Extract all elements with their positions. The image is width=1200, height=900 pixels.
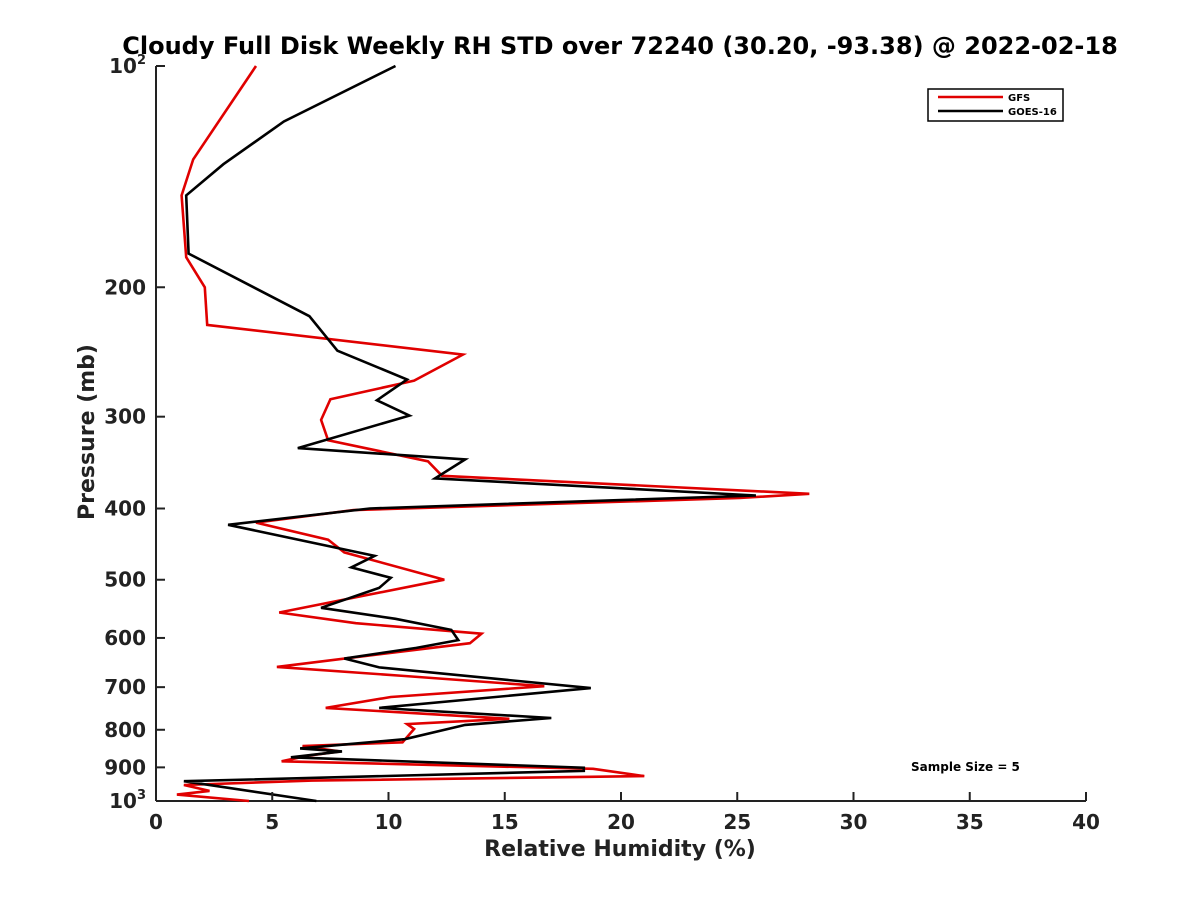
plot-area: [155, 64, 1086, 803]
chart-title: Cloudy Full Disk Weekly RH STD over 7224…: [122, 32, 1118, 60]
legend-box: [927, 88, 1064, 122]
series-line-goes16: [183, 64, 756, 803]
x-tick-label: 25: [723, 810, 751, 834]
y-tick-label: 400: [104, 497, 146, 521]
x-tick-label: 0: [149, 810, 163, 834]
y-tick-label: 103: [109, 788, 146, 813]
y-tick-label: 500: [104, 568, 146, 592]
x-tick-label: 20: [607, 810, 635, 834]
legend-label-gfs: GFS: [1008, 93, 1030, 104]
legend: GFS GOES-16: [927, 88, 1064, 122]
y-tick-label: 300: [104, 405, 146, 429]
y-axis-ticks: 102 200 300 400 500 600 700 800 900 103: [104, 53, 165, 813]
x-tick-label: 5: [265, 810, 279, 834]
x-tick-label: 15: [491, 810, 519, 834]
sample-size-annotation: Sample Size = 5: [911, 760, 1020, 774]
y-tick-label: 700: [104, 675, 146, 699]
y-tick-label: 900: [104, 755, 146, 779]
y-tick-label: 600: [104, 626, 146, 650]
y-tick-label: 102: [109, 53, 146, 78]
x-axis-ticks: 0 5 10 15 20 25 30 35 40: [149, 792, 1100, 834]
x-tick-label: 10: [375, 810, 403, 834]
x-tick-label: 30: [840, 810, 868, 834]
legend-label-goes16: GOES-16: [1008, 107, 1057, 118]
x-axis-label: Relative Humidity (%): [484, 837, 756, 862]
x-tick-label: 40: [1072, 810, 1100, 834]
y-tick-label: 800: [104, 718, 146, 742]
x-tick-label: 35: [956, 810, 984, 834]
series-line-gfs: [176, 65, 810, 803]
y-axis-label: Pressure (mb): [75, 344, 100, 520]
y-tick-label: 200: [104, 275, 146, 299]
